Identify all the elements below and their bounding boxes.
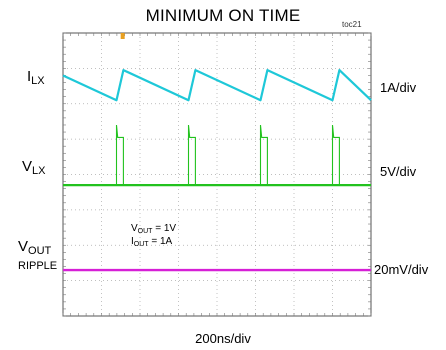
vout-condition: VOUT = 1V <box>131 223 176 235</box>
ilx-scale: 1A/div <box>380 80 416 95</box>
vlx-label: VLX <box>22 158 45 177</box>
vout-scale: 20mV/div <box>374 262 428 277</box>
iout-condition: IOUT = 1A <box>131 236 172 248</box>
trigger-marker <box>121 33 125 39</box>
vout-label: VOUT <box>18 238 51 257</box>
ilx-label: ILX <box>27 68 45 87</box>
x-scale: 200ns/div <box>0 331 446 346</box>
vlx-scale: 5V/div <box>380 164 416 179</box>
ripple-label: RIPPLE <box>18 260 57 272</box>
vlx-pulse-outline <box>63 125 371 185</box>
